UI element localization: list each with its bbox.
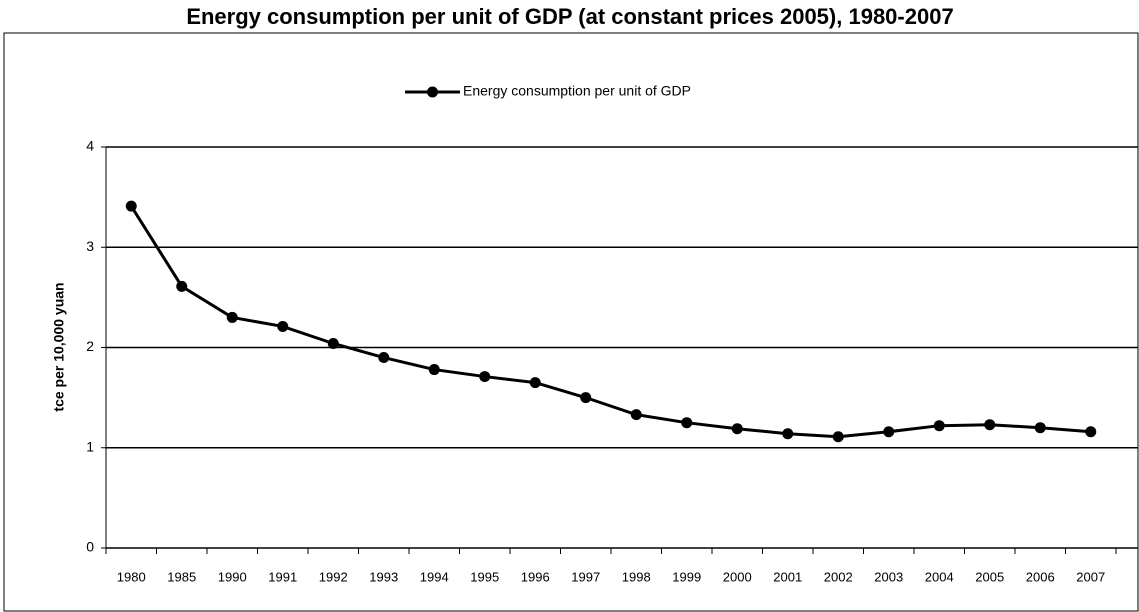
y-tick-label: 3 [86, 238, 94, 254]
data-point [580, 392, 592, 404]
y-axis-label: tce per 10,000 yuan [51, 282, 67, 411]
x-tick-label: 1998 [622, 569, 651, 584]
data-point [378, 352, 390, 364]
x-tick-label: 1997 [571, 569, 600, 584]
chart-border [3, 32, 1139, 612]
x-tick-label: 1980 [117, 569, 146, 584]
data-point [226, 311, 238, 323]
x-tick-label: 1992 [319, 569, 348, 584]
x-tick-label: 1999 [672, 569, 701, 584]
x-tick-label: 1994 [420, 569, 449, 584]
data-point [1085, 426, 1097, 438]
data-point [176, 280, 188, 292]
x-tick-label: 2000 [723, 569, 752, 584]
data-point [681, 417, 693, 429]
data-point [529, 377, 541, 389]
legend-marker [427, 86, 438, 98]
x-tick-label: 2001 [773, 569, 802, 584]
data-point [630, 409, 642, 421]
data-point [883, 426, 895, 438]
series-line [129, 205, 1091, 439]
x-tick-label: 2002 [824, 569, 853, 584]
data-point [277, 320, 289, 332]
data-point [782, 428, 794, 440]
y-tick-label: 1 [86, 438, 94, 454]
data-point [1034, 422, 1046, 434]
data-point [125, 200, 137, 212]
data-point [428, 364, 440, 376]
data-point [984, 419, 996, 431]
x-tick-label: 1991 [268, 569, 297, 584]
x-tick-label: 2003 [874, 569, 903, 584]
x-tick-label: 1996 [521, 569, 550, 584]
legend-label: Energy consumption per unit of GDP [463, 83, 691, 99]
chart-title: Energy consumption per unit of GDP (at c… [186, 4, 953, 29]
x-tick-label: 1993 [369, 569, 398, 584]
data-point [327, 337, 339, 349]
x-tick-label: 1990 [218, 569, 247, 584]
data-point [832, 431, 844, 443]
x-tick-label: 2007 [1076, 569, 1105, 584]
x-tick-label: 1995 [470, 569, 499, 584]
data-point [933, 420, 945, 432]
x-tick-label: 2004 [925, 569, 954, 584]
x-tick-label: 1985 [167, 569, 196, 584]
y-tick-label: 0 [86, 539, 94, 555]
x-tick-label: 2006 [1026, 569, 1055, 584]
x-tick-label: 2005 [975, 569, 1004, 584]
y-tick-label: 2 [86, 338, 94, 354]
y-tick-label: 4 [86, 138, 94, 154]
data-point [479, 371, 491, 383]
data-point [731, 423, 743, 435]
